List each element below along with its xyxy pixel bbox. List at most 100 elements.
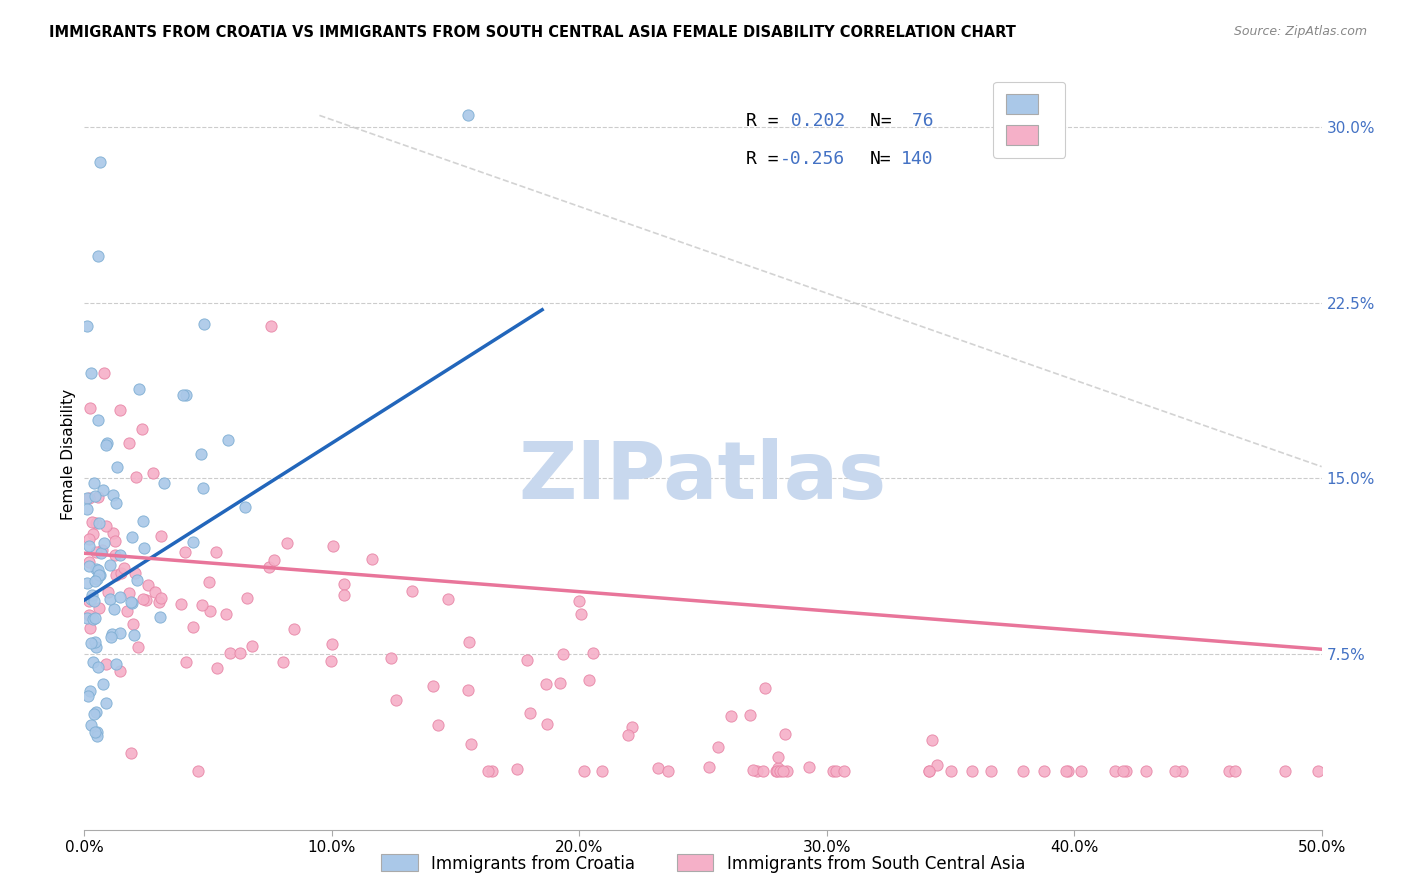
Point xyxy=(79,555,101,569)
Point xyxy=(84,640,107,655)
Point xyxy=(118,436,141,450)
Point xyxy=(80,636,103,650)
Point xyxy=(91,676,114,690)
Point xyxy=(98,558,121,572)
Point xyxy=(271,655,294,669)
Point xyxy=(657,764,679,778)
Point xyxy=(772,764,794,778)
Point xyxy=(578,673,600,688)
Point xyxy=(918,764,941,778)
Point xyxy=(1115,764,1137,778)
Point xyxy=(89,601,111,615)
Point xyxy=(457,683,479,698)
Point xyxy=(87,563,110,577)
Point xyxy=(128,383,150,397)
Point xyxy=(233,500,256,514)
Point xyxy=(94,657,117,672)
Point xyxy=(1033,764,1056,778)
Point xyxy=(125,469,148,483)
Point xyxy=(260,319,283,334)
Point xyxy=(754,681,776,695)
Point xyxy=(422,679,444,693)
Point xyxy=(79,594,101,608)
Point xyxy=(76,319,98,334)
Point xyxy=(82,526,104,541)
Y-axis label: Female Disability: Female Disability xyxy=(60,389,76,521)
Point xyxy=(380,651,402,665)
Point xyxy=(104,657,127,671)
Text: Source: ZipAtlas.com: Source: ZipAtlas.com xyxy=(1233,25,1367,38)
Point xyxy=(77,689,100,703)
Point xyxy=(79,621,101,635)
Point xyxy=(751,764,773,778)
Point xyxy=(333,588,356,602)
Point xyxy=(477,764,499,778)
Point xyxy=(1111,764,1133,778)
Point xyxy=(283,622,305,636)
Point xyxy=(110,590,132,604)
Point xyxy=(506,762,529,776)
Text: ZIPatlas: ZIPatlas xyxy=(519,438,887,516)
Point xyxy=(263,553,285,567)
Point xyxy=(437,592,460,607)
Point xyxy=(591,764,613,778)
Point xyxy=(228,646,250,660)
Point xyxy=(769,764,792,778)
Point xyxy=(149,609,172,624)
Point xyxy=(121,530,143,544)
Point xyxy=(174,544,197,558)
Point xyxy=(121,596,143,610)
Point xyxy=(80,591,103,606)
Point xyxy=(101,627,124,641)
Point xyxy=(747,764,769,778)
Point xyxy=(83,594,105,608)
Point xyxy=(190,447,212,461)
Point xyxy=(204,545,226,559)
Text: N=: N= xyxy=(870,150,891,168)
Point xyxy=(174,388,197,402)
Point xyxy=(741,763,763,777)
Point xyxy=(142,467,165,481)
Point xyxy=(481,764,503,778)
Point xyxy=(87,413,110,427)
Point xyxy=(143,585,166,599)
Point xyxy=(276,535,298,549)
Point xyxy=(148,595,170,609)
Point xyxy=(153,475,176,490)
Point xyxy=(207,661,229,675)
Point xyxy=(385,693,408,707)
Point xyxy=(87,567,110,582)
Point xyxy=(1306,764,1329,778)
Point xyxy=(87,491,110,505)
Point xyxy=(773,727,796,741)
Point xyxy=(766,750,789,764)
Point xyxy=(97,584,120,599)
Point xyxy=(84,544,107,558)
Point xyxy=(738,708,761,723)
Text: R =: R = xyxy=(747,112,790,130)
Point xyxy=(84,516,107,530)
Point xyxy=(236,591,259,605)
Point xyxy=(127,640,149,654)
Point xyxy=(193,317,215,331)
Point xyxy=(101,526,124,541)
Point xyxy=(82,515,104,529)
Point xyxy=(1057,764,1080,778)
Point xyxy=(86,572,108,586)
Point xyxy=(77,559,100,574)
Point xyxy=(84,488,107,502)
Point xyxy=(86,724,108,739)
Point xyxy=(457,634,479,648)
Point xyxy=(98,592,121,607)
Point xyxy=(181,535,204,549)
Point xyxy=(616,728,638,742)
Point xyxy=(80,588,103,602)
Point xyxy=(191,598,214,612)
Point xyxy=(79,491,101,505)
Point xyxy=(115,604,138,618)
Point xyxy=(174,655,197,669)
Point xyxy=(108,548,131,562)
Point xyxy=(519,706,541,720)
Point xyxy=(776,764,799,778)
Point xyxy=(122,616,145,631)
